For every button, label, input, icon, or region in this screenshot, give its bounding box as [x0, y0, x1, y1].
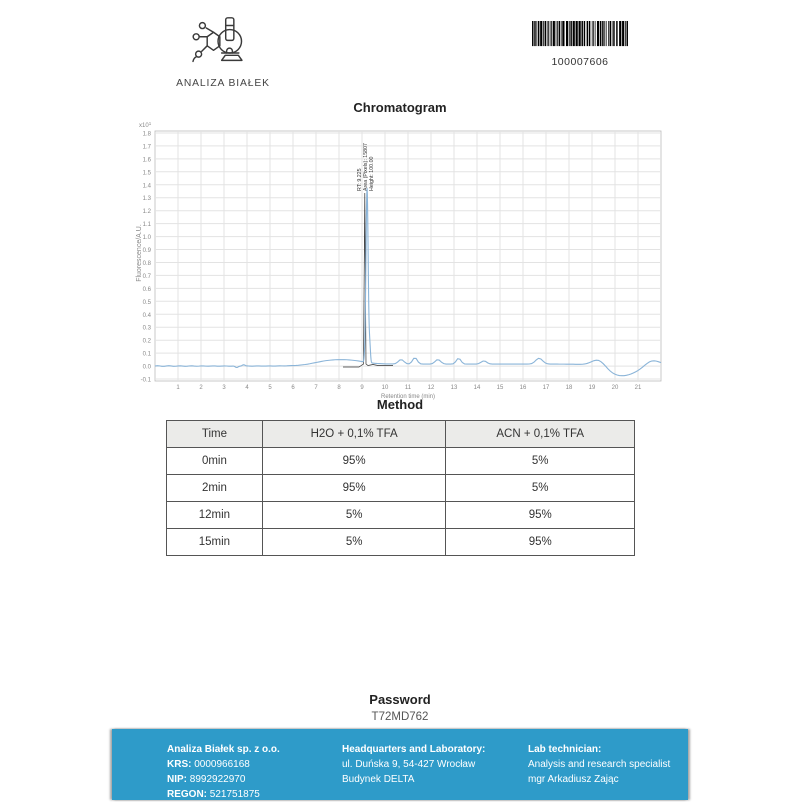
svg-text:1.8: 1.8: [143, 132, 152, 138]
svg-text:3: 3: [222, 385, 226, 391]
svg-text:0.6: 0.6: [143, 287, 152, 293]
svg-text:6: 6: [291, 385, 295, 391]
svg-text:0.2: 0.2: [143, 339, 152, 345]
svg-text:0.9: 0.9: [143, 248, 152, 254]
svg-text:-0.1: -0.1: [141, 378, 152, 384]
svg-text:21: 21: [635, 385, 642, 391]
svg-text:1.1: 1.1: [143, 222, 152, 228]
svg-text:14: 14: [474, 385, 481, 391]
svg-text:1.7: 1.7: [143, 144, 152, 150]
svg-text:1.3: 1.3: [143, 196, 152, 202]
svg-text:0.1: 0.1: [143, 352, 152, 358]
svg-text:Height: 100.00: Height: 100.00: [369, 156, 375, 191]
svg-text:1.5: 1.5: [143, 170, 152, 176]
svg-text:1.4: 1.4: [143, 183, 152, 189]
svg-text:4: 4: [245, 385, 249, 391]
svg-text:18: 18: [566, 385, 573, 391]
svg-text:8: 8: [337, 385, 341, 391]
svg-text:19: 19: [589, 385, 596, 391]
svg-text:0.8: 0.8: [143, 261, 152, 267]
svg-text:13: 13: [451, 385, 458, 391]
svg-text:0.7: 0.7: [143, 274, 152, 280]
svg-text:7: 7: [314, 385, 318, 391]
svg-text:x101: x101: [139, 121, 152, 130]
svg-text:5: 5: [268, 385, 272, 391]
svg-text:1.2: 1.2: [143, 209, 152, 215]
svg-text:1: 1: [176, 385, 180, 391]
svg-text:1.6: 1.6: [143, 157, 152, 163]
svg-text:9: 9: [360, 385, 364, 391]
svg-text:20: 20: [612, 385, 619, 391]
svg-text:0.4: 0.4: [143, 313, 152, 319]
svg-text:1.0: 1.0: [143, 235, 152, 241]
svg-text:17: 17: [543, 385, 550, 391]
svg-text:12: 12: [428, 385, 435, 391]
svg-text:16: 16: [520, 385, 527, 391]
svg-text:2: 2: [199, 385, 203, 391]
svg-text:0.0: 0.0: [143, 365, 152, 371]
svg-text:0.3: 0.3: [143, 326, 152, 332]
svg-text:15: 15: [497, 385, 504, 391]
svg-text:10: 10: [382, 385, 389, 391]
svg-text:0.5: 0.5: [143, 300, 152, 306]
svg-text:11: 11: [405, 385, 412, 391]
